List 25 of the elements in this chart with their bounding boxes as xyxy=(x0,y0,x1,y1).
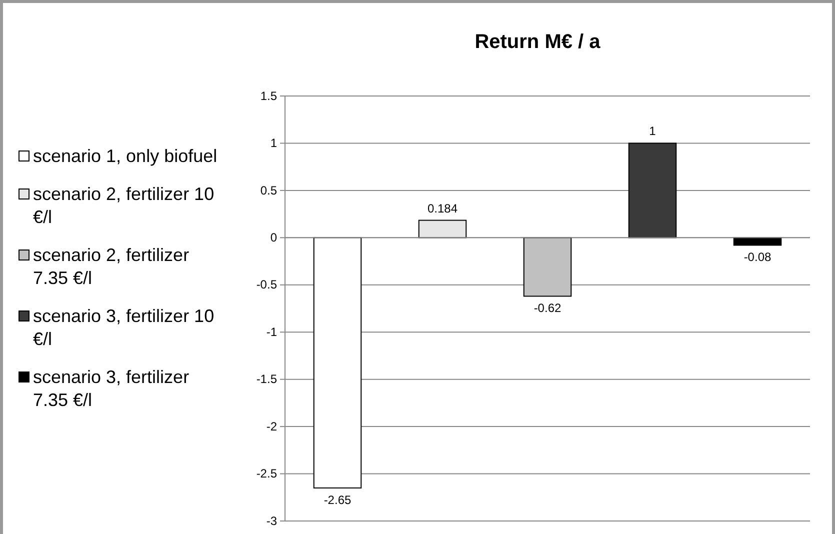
chart-title: Return M€ / a xyxy=(474,31,602,53)
y-tick-label: -1 xyxy=(266,324,278,339)
legend-label: scenario 3, fertilizer 7.35 €/l xyxy=(33,367,190,410)
data-label: 1 xyxy=(649,124,656,138)
y-tick-label: -2.5 xyxy=(256,466,278,481)
bar xyxy=(418,220,467,238)
legend-label: scenario 2, fertilizer 10 €/l xyxy=(33,184,214,227)
y-tick-label: 0.5 xyxy=(260,183,278,198)
data-label: 0.184 xyxy=(427,201,458,216)
y-tick-label: -0.5 xyxy=(256,278,278,292)
y-tick-label: -3 xyxy=(266,514,278,528)
y-tick-label: 1.5 xyxy=(260,88,278,103)
legend-label: scenario 2, fertilizer 7.35 €/l xyxy=(33,245,190,288)
y-tick-label: -2 xyxy=(266,419,278,434)
y-tick-label: 1 xyxy=(270,136,278,150)
data-label: -0.62 xyxy=(534,301,562,316)
legend-label: scenario 3, fertilizer 10 €/l xyxy=(33,306,214,349)
bar xyxy=(628,142,677,238)
y-tick-label: -1.5 xyxy=(256,372,278,386)
bar xyxy=(313,237,362,488)
bar xyxy=(523,237,572,297)
data-label: -2.65 xyxy=(324,492,352,507)
legend-label: scenario 1, only biofuel xyxy=(33,146,218,166)
data-label: -0.08 xyxy=(744,250,772,264)
y-tick-label: 0 xyxy=(270,230,278,245)
